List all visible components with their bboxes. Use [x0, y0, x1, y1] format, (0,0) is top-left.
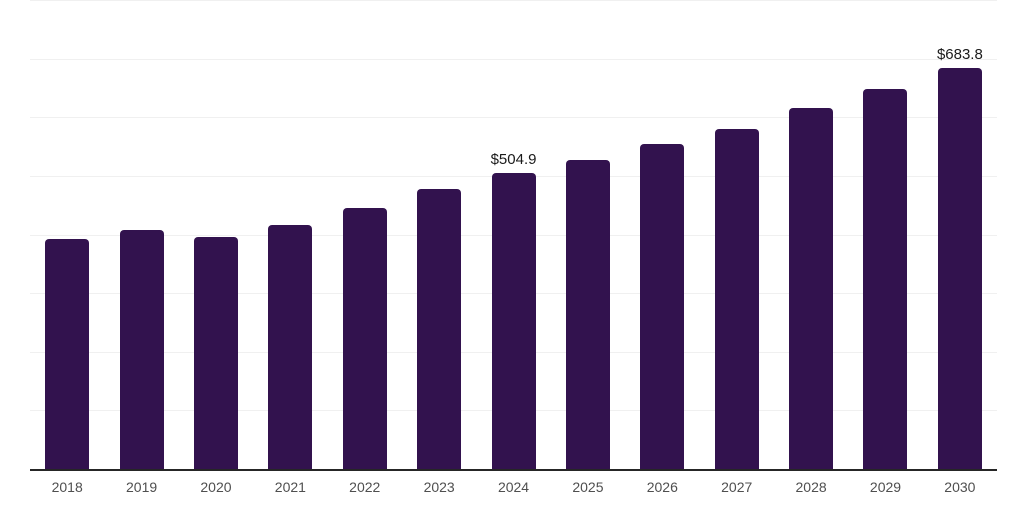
x-tick-2026: 2026 [646, 479, 678, 495]
x-axis-tick-labels: 2018 2019 2020 2021 2022 2023 2024 2025 2026 2027… [30, 479, 997, 496]
bar-slot-2029 [848, 0, 922, 469]
bar-series: $504.9 $683.8 [30, 0, 997, 469]
bar-slot-2026 [625, 0, 699, 469]
x-tick-2028: 2028 [795, 479, 827, 495]
x-tick-2018: 2018 [51, 479, 83, 495]
bar-slot-2022 [328, 0, 402, 469]
bar-2028[interactable] [789, 108, 834, 469]
gridline-600 [30, 117, 997, 119]
bar-2030[interactable] [937, 68, 982, 469]
bar-slot-2025 [551, 0, 625, 469]
plot-area: $504.9 $683.8 [30, 0, 997, 469]
bar-slot-2019 [104, 0, 178, 469]
x-tick-2024: 2024 [497, 479, 530, 495]
bar-slot-2028 [774, 0, 848, 469]
bar-slot-2018 [30, 0, 104, 469]
bar-2025[interactable] [565, 159, 610, 469]
bar-2019[interactable] [119, 229, 164, 469]
x-tick-2029: 2029 [869, 479, 902, 495]
bar-slot-2030: $683.8 [923, 0, 997, 469]
x-tick-2019: 2019 [126, 479, 158, 495]
bar-label-2024: $504.9 [490, 151, 537, 169]
x-axis-line [30, 469, 997, 471]
gridline-800 [30, 0, 997, 1]
x-tick-2030: 2030 [944, 479, 976, 495]
bar-2022[interactable] [342, 207, 387, 469]
bar-slot-2027 [700, 0, 774, 469]
gridline-700 [30, 58, 997, 60]
x-tick-2023: 2023 [423, 479, 455, 495]
bar-2027[interactable] [714, 128, 759, 469]
x-tick-2021: 2021 [274, 479, 306, 495]
bar-slot-2023 [402, 0, 476, 469]
x-tick-2027: 2027 [721, 479, 753, 495]
bar-2021[interactable] [268, 224, 313, 469]
bar-slot-2024: $504.9 [476, 0, 550, 469]
bar-2024[interactable] [491, 173, 536, 469]
bar-2026[interactable] [640, 144, 685, 469]
bar-2018[interactable] [45, 238, 90, 469]
bar-2020[interactable] [193, 236, 238, 469]
bar-slot-2020 [179, 0, 253, 469]
bar-2029[interactable] [863, 88, 908, 469]
bar-2023[interactable] [417, 188, 462, 469]
x-tick-2020: 2020 [200, 479, 232, 495]
bar-label-2030: $683.8 [936, 46, 983, 64]
x-tick-2022: 2022 [349, 479, 381, 495]
x-tick-2025: 2025 [572, 479, 604, 495]
bar-slot-2021 [253, 0, 327, 469]
